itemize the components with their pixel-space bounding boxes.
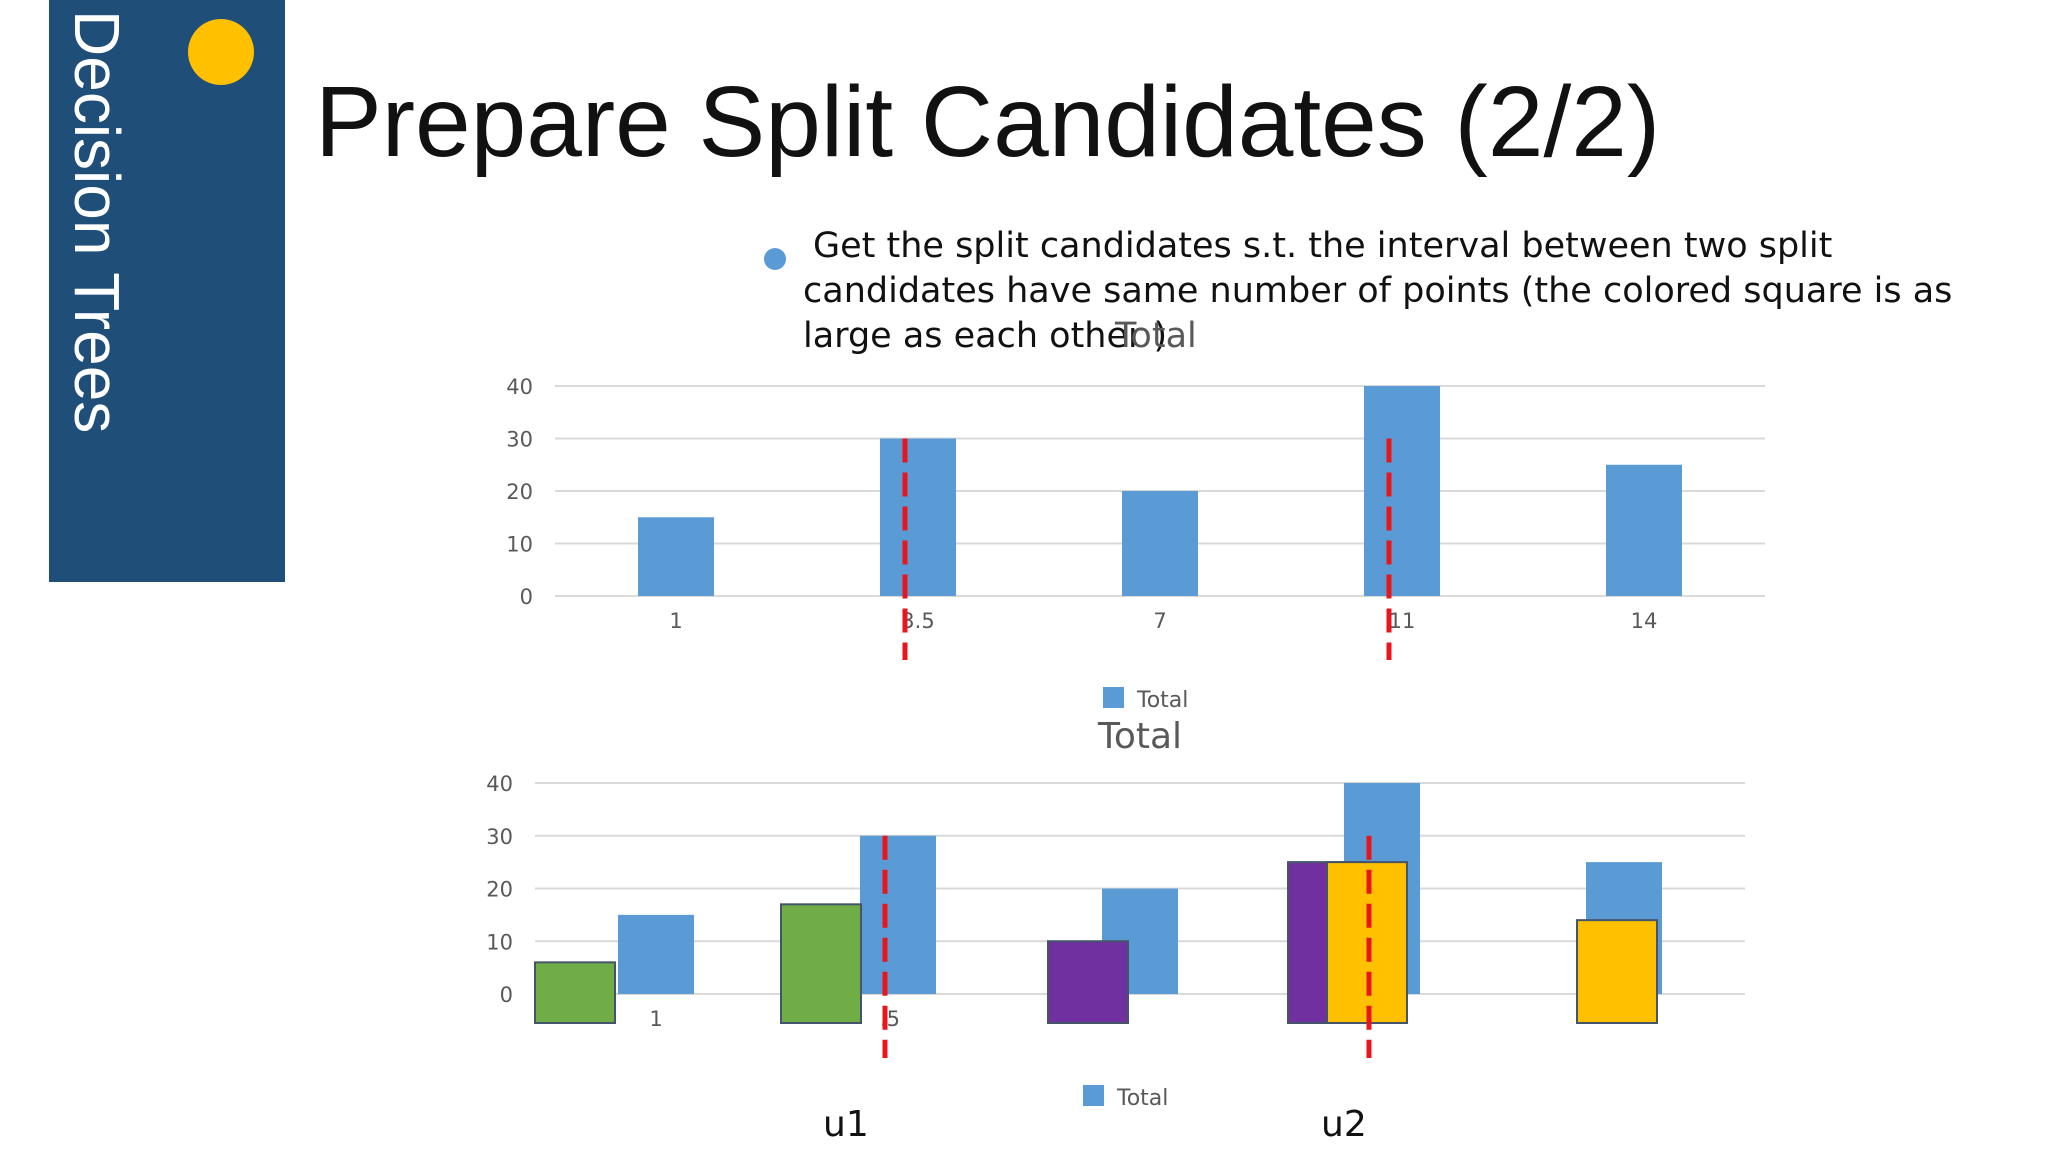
- slide-title: Prepare Split Candidates (2/2): [315, 66, 1661, 178]
- bullet-line: candidates have same number of points (t…: [803, 271, 1953, 311]
- bar: [1122, 491, 1198, 596]
- chart-1-title: Total: [1115, 316, 1197, 356]
- x-tick-label: 14: [1631, 609, 1658, 633]
- chart-2-title: Total: [1097, 716, 1182, 757]
- bullet-dot-icon: [764, 248, 786, 270]
- bar: [618, 914, 694, 994]
- y-tick-label: 30: [486, 825, 513, 849]
- split-label-u2: u2: [1321, 1104, 1367, 1145]
- legend-swatch: [1103, 687, 1124, 708]
- bar: [1606, 464, 1682, 596]
- overlay-square-green: [534, 961, 616, 1024]
- y-tick-label: 40: [506, 375, 533, 399]
- bar: [880, 438, 956, 596]
- bar: [638, 517, 714, 596]
- overlay-square-purple: [1047, 940, 1129, 1024]
- overlay-square-yellow: [1576, 919, 1658, 1025]
- legend-label: Total: [1136, 688, 1188, 713]
- x-tick-label: 1: [649, 1007, 662, 1031]
- accent-dot: [188, 19, 254, 85]
- bar: [1364, 386, 1440, 596]
- y-tick-label: 10: [486, 930, 513, 954]
- x-tick-label: 11: [1389, 609, 1416, 633]
- legend-swatch: [1083, 1085, 1104, 1106]
- legend-label: Total: [1116, 1086, 1168, 1111]
- x-tick-label: 1: [669, 609, 682, 633]
- x-tick-label: 7: [1153, 609, 1166, 633]
- bar: [860, 835, 936, 994]
- y-tick-label: 20: [506, 480, 533, 504]
- overlay-square-green: [780, 903, 862, 1025]
- bullet-text: Get the split candidates s.t. the interv…: [803, 224, 1963, 359]
- sidebar-band: [49, 0, 285, 582]
- y-tick-label: 30: [506, 428, 533, 452]
- y-tick-label: 0: [520, 585, 533, 609]
- sidebar-title: Decision Trees: [61, 10, 133, 434]
- bullet-line: large as each other ): [803, 316, 1168, 356]
- bullet-line: Get the split candidates s.t. the interv…: [813, 226, 1833, 266]
- y-tick-label: 40: [486, 772, 513, 796]
- y-tick-label: 20: [486, 878, 513, 902]
- y-tick-label: 10: [506, 533, 533, 557]
- split-label-u1: u1: [823, 1104, 869, 1145]
- y-tick-label: 0: [500, 983, 513, 1007]
